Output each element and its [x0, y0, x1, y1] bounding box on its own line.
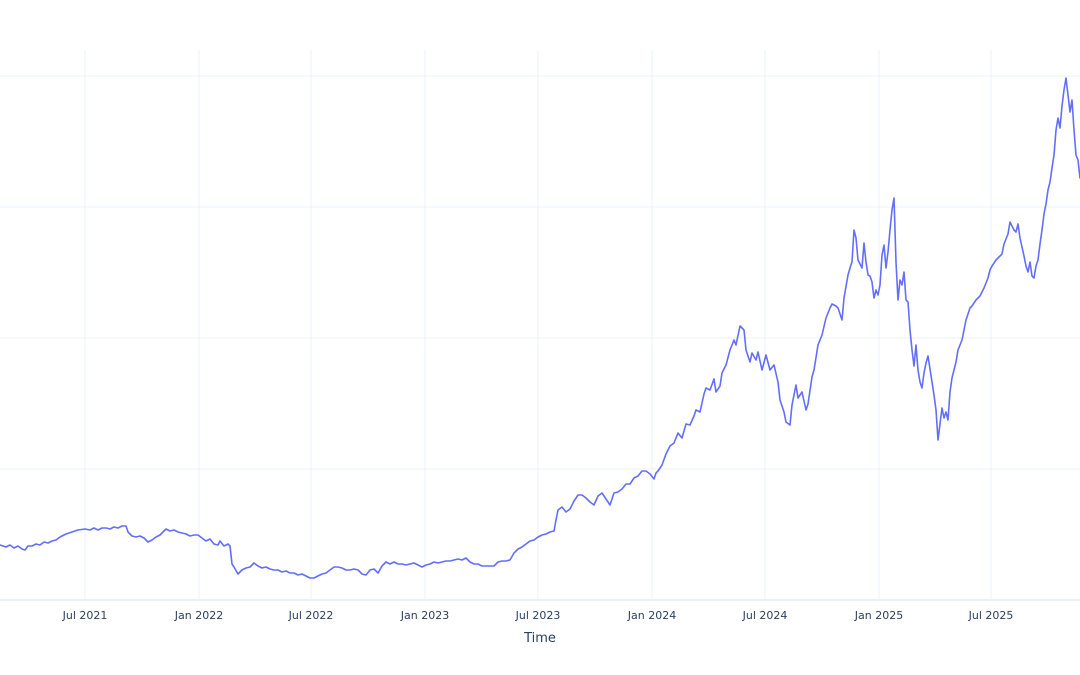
x-tick-label: Jan 2024	[627, 609, 676, 622]
x-tick-label: Jul 2025	[968, 609, 1014, 622]
price-line	[0, 77, 1080, 579]
x-tick-label: Jul 2023	[515, 609, 561, 622]
x-axis-title: Time	[523, 631, 556, 646]
x-tick-label: Jul 2022	[288, 609, 334, 622]
x-tick-label: Jan 2023	[400, 609, 449, 622]
x-tick-label: Jan 2025	[854, 609, 903, 622]
x-gridlines	[84, 50, 992, 600]
x-tick-label: Jul 2024	[742, 609, 788, 622]
x-tick-labels: Jul 2021 Jan 2022 Jul 2022 Jan 2023 Jul …	[62, 609, 1014, 622]
x-tick-label: Jan 2022	[174, 609, 223, 622]
x-tick-label: Jul 2021	[62, 609, 108, 622]
y-gridlines	[0, 75, 1080, 470]
